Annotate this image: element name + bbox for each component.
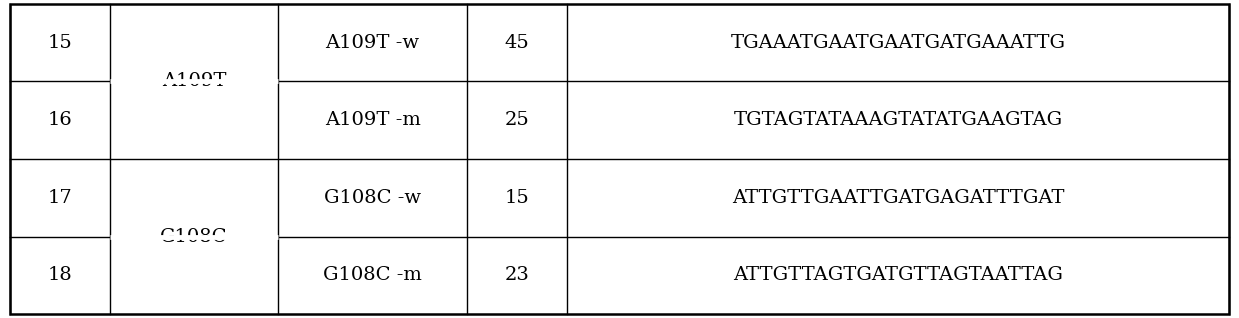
Text: 16: 16 <box>47 111 72 129</box>
Text: ATTGTTGAATTGATGAGATTTGAT: ATTGTTGAATTGATGAGATTTGAT <box>732 189 1064 207</box>
Text: 15: 15 <box>47 34 72 52</box>
Text: 18: 18 <box>47 266 72 284</box>
Text: 17: 17 <box>47 189 72 207</box>
Text: ATTGTTAGTGATGTTAGTAATTAG: ATTGTTAGTGATGTTAGTAATTAG <box>733 266 1063 284</box>
Text: G108C -w: G108C -w <box>325 189 421 207</box>
Text: 23: 23 <box>504 266 529 284</box>
Text: TGTAGTATAAAGTATATGAAGTAG: TGTAGTATAAAGTATATGAAGTAG <box>733 111 1063 129</box>
Text: A109T -w: A109T -w <box>326 34 420 52</box>
Text: A109T: A109T <box>162 73 227 90</box>
Text: 15: 15 <box>504 189 529 207</box>
Text: 25: 25 <box>504 111 529 129</box>
Text: TGAAATGAATGAATGATGAAATTG: TGAAATGAATGAATGATGAAATTG <box>731 34 1066 52</box>
Text: G108C -m: G108C -m <box>323 266 422 284</box>
Text: G108C: G108C <box>160 228 228 245</box>
Text: A109T -m: A109T -m <box>325 111 420 129</box>
Text: 45: 45 <box>504 34 529 52</box>
